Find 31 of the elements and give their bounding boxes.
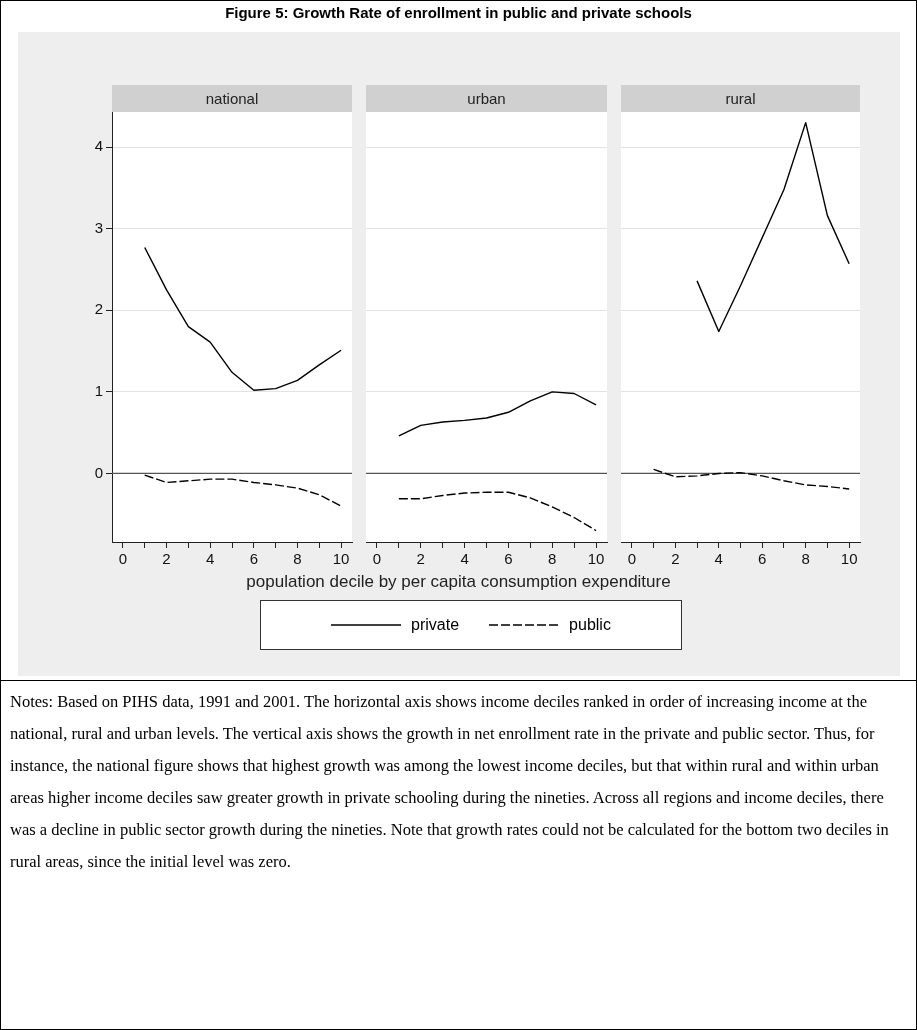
legend-label: private <box>411 616 460 634</box>
x-tick-label: 8 <box>801 550 810 568</box>
x-tick-label: 8 <box>548 550 557 568</box>
x-tick-label: 0 <box>372 550 382 568</box>
x-tick-label: 2 <box>162 550 171 568</box>
x-tick-label: 10 <box>587 550 605 568</box>
x-tick-label: 6 <box>758 550 767 568</box>
x-tick-label: 2 <box>671 550 680 568</box>
x-tick-label: 2 <box>416 550 425 568</box>
y-tick-label: 0 <box>94 463 103 481</box>
y-tick-label: 4 <box>94 137 103 155</box>
legend-label: public <box>569 616 611 634</box>
x-tick-label: 6 <box>249 550 258 568</box>
y-tick-label: 2 <box>94 300 103 318</box>
y-tick-label: 1 <box>94 382 103 400</box>
caption: Figure 5: Growth Rate of enrollment in public and private schools <box>224 4 693 21</box>
x-tick-label: 8 <box>293 550 302 568</box>
x-axis-title: population decile by per capita consumption expenditure <box>245 572 672 592</box>
x-tick-label: 0 <box>118 550 128 568</box>
chart-title: urban <box>366 85 607 112</box>
chart-title: national <box>112 85 352 112</box>
x-tick-label: 6 <box>504 550 513 568</box>
x-tick-label: 0 <box>627 550 637 568</box>
x-tick-label: 4 <box>460 550 469 568</box>
y-tick-label: 3 <box>94 218 103 236</box>
x-tick-label: 10 <box>332 550 350 568</box>
x-tick-label: 10 <box>840 550 858 568</box>
x-tick-label: 4 <box>714 550 723 568</box>
x-tick-label: 4 <box>206 550 215 568</box>
text: Notes: Based on PIHS data, 1991 and 2001. The horizontal axis shows income deciles ranked in order of increasing income at the national, rural and urban levels. The vertical axis shows the growth in net enrollment rate in the private and public sector. Thus, for instance, the national figure shows that highest growth was among the lowest income deciles, but that within rural and within urban areas higher income deciles saw greater growth in private schooling during the nineties. Across all regions and income deciles, there was a decline in public sector growth during the nineties. Note that growth rates could not be calculated for the bottom two deciles in rural areas, since the initial level was zero. <box>10 691 890 873</box>
chart-title: rural <box>621 85 860 112</box>
